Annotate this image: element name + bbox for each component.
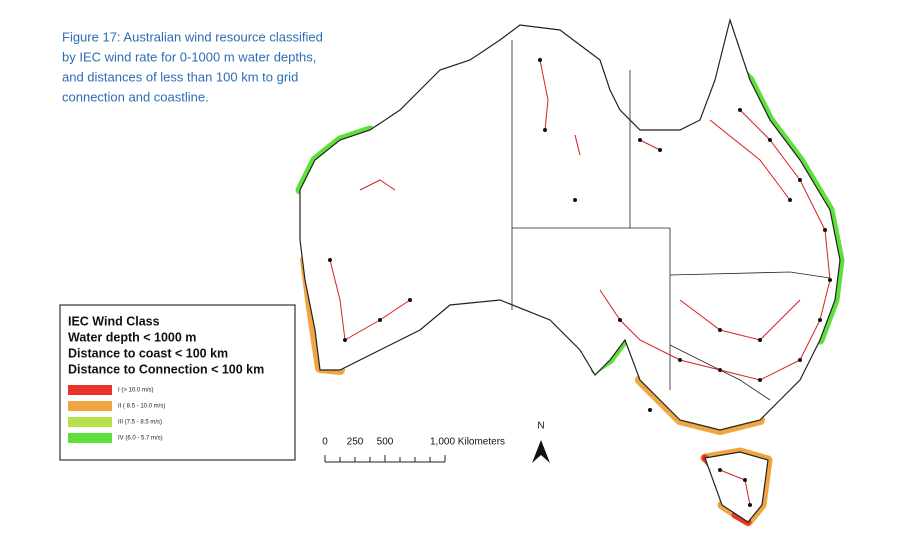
caption-line: connection and coastline.: [62, 89, 209, 104]
scale-label: 500: [377, 437, 394, 448]
scale-label: 0: [322, 437, 328, 448]
australia-outline: [299, 17, 841, 523]
legend-title: IEC Wind Class: [68, 314, 160, 328]
legend-title: Distance to Connection < 100 km: [68, 362, 264, 376]
caption-line: Figure 17: Australian wind resource clas…: [62, 29, 323, 44]
caption-line: and distances of less than 100 km to gri…: [62, 69, 298, 84]
legend-label: II ( 8.5 - 10.0 m/s): [118, 404, 165, 410]
figure-caption: Figure 17: Australian wind resource clas…: [62, 29, 323, 104]
scale-label: 250: [347, 437, 364, 448]
legend-label: I (> 10.0 m/s): [118, 388, 154, 394]
legend: IEC Wind Class Water depth < 1000 m Distan…: [68, 314, 264, 443]
grid-nodes: [328, 58, 832, 507]
north-label: N: [537, 421, 544, 432]
legend-swatch: [68, 417, 112, 427]
caption-line: by IEC wind rate for 0-1000 m water dept…: [62, 49, 316, 64]
scale-label: 1,000 Kilometers: [430, 437, 505, 448]
scale-bar: [324, 455, 446, 463]
legend-swatch: [68, 385, 112, 395]
legend-label: III (7.5 - 8.5 m/s): [118, 420, 162, 426]
legend-swatch: [68, 401, 112, 411]
legend-title: Distance to coast < 100 km: [68, 346, 228, 360]
legend-label: IV (6.0 - 5.7 m/s): [118, 436, 163, 442]
north-arrow: [532, 440, 550, 463]
scale-labels: 0 250 500 1,000 Kilometers: [322, 437, 505, 448]
legend-title: Water depth < 1000 m: [68, 330, 196, 344]
legend-swatch: [68, 433, 112, 443]
